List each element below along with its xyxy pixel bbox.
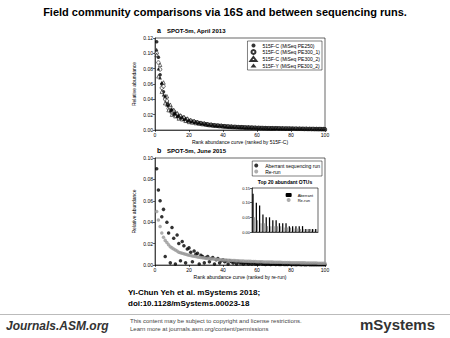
svg-text:60: 60 — [254, 132, 260, 138]
html-text:Field community comparisons vi: Field community comparisons via 16S and … — [43, 6, 407, 18]
svg-text:SPOT-5m, June 2015: SPOT-5m, June 2015 — [167, 148, 227, 154]
svg-text:a: a — [157, 27, 161, 34]
svg-text:0.06: 0.06 — [143, 81, 153, 87]
svg-text:Re-run: Re-run — [265, 169, 281, 175]
svg-text:100: 100 — [321, 132, 330, 138]
svg-text:60: 60 — [254, 267, 260, 273]
svg-text:515F-C (MiSeq PE250): 515F-C (MiSeq PE250) — [262, 43, 314, 49]
svg-text:20: 20 — [186, 267, 192, 273]
svg-text:Rank abundance curve (ranked b: Rank abundance curve (ranked by 515F-C) — [192, 139, 288, 145]
svg-text:0.00: 0.00 — [242, 230, 251, 235]
svg-text:0.12: 0.12 — [143, 35, 153, 41]
svg-text:Relative abundance: Relative abundance — [131, 189, 137, 233]
svg-text:0.10: 0.10 — [242, 200, 251, 205]
svg-text:20: 20 — [186, 132, 192, 138]
svg-text:Re-run: Re-run — [298, 198, 310, 203]
svg-text:0.02: 0.02 — [143, 112, 153, 118]
svg-text:0.10: 0.10 — [143, 50, 153, 56]
svg-text:Top 20 abundant OTUs: Top 20 abundant OTUs — [258, 179, 313, 185]
svg-text:515F-Y (MiSeq PE300_2): 515F-Y (MiSeq PE300_2) — [262, 63, 319, 69]
html-text:This content may be subject to: This content may be subject to copyright… — [130, 318, 302, 324]
svg-text:0.06: 0.06 — [143, 198, 153, 204]
html-text:Learn more at journals.asm.org: Learn more at journals.asm.org/content/p… — [130, 326, 269, 332]
svg-text:80: 80 — [288, 132, 294, 138]
svg-text:0.04: 0.04 — [143, 219, 153, 225]
svg-text:0.10: 0.10 — [143, 155, 153, 161]
svg-text:Relative abundance: Relative abundance — [131, 62, 137, 106]
svg-text:Aberrant: Aberrant — [297, 192, 313, 198]
html-text:Journals.ASM.org: Journals.ASM.org — [6, 319, 109, 333]
svg-text:515F-C (MiSeq PE300_1): 515F-C (MiSeq PE300_1) — [262, 49, 320, 55]
svg-text:0.08: 0.08 — [143, 176, 153, 182]
html-text:mSystems: mSystems — [360, 316, 435, 333]
svg-text:0.02: 0.02 — [143, 241, 153, 247]
svg-text:0.15: 0.15 — [242, 186, 251, 191]
svg-text:0.04: 0.04 — [143, 96, 153, 102]
svg-text:40: 40 — [220, 267, 226, 273]
svg-text:40: 40 — [220, 132, 226, 138]
svg-text:SPOT-5m, April 2013: SPOT-5m, April 2013 — [167, 28, 226, 34]
svg-text:0: 0 — [154, 267, 157, 273]
svg-text:b: b — [157, 147, 161, 154]
svg-text:Aberrant sequencing run: Aberrant sequencing run — [265, 162, 320, 169]
svg-text:0.08: 0.08 — [143, 66, 153, 72]
svg-text:80: 80 — [288, 267, 294, 273]
svg-text:0.05: 0.05 — [242, 215, 251, 220]
svg-text:0.00: 0.00 — [143, 262, 153, 268]
svg-text:0.00: 0.00 — [143, 127, 153, 133]
svg-text:0: 0 — [154, 132, 157, 138]
svg-text:Rank abundance curve (ranked b: Rank abundance curve (ranked by re-run) — [194, 274, 287, 280]
html-text:doi:10.1128/mSystems.00023-18: doi:10.1128/mSystems.00023-18 — [128, 299, 250, 308]
svg-text:100: 100 — [321, 267, 330, 273]
html-text:Yi-Chun Yeh et al. mSystems 20: Yi-Chun Yeh et al. mSystems 2018; — [128, 288, 261, 297]
svg-text:515F-C (MiSeq PE300_2): 515F-C (MiSeq PE300_2) — [262, 56, 320, 62]
